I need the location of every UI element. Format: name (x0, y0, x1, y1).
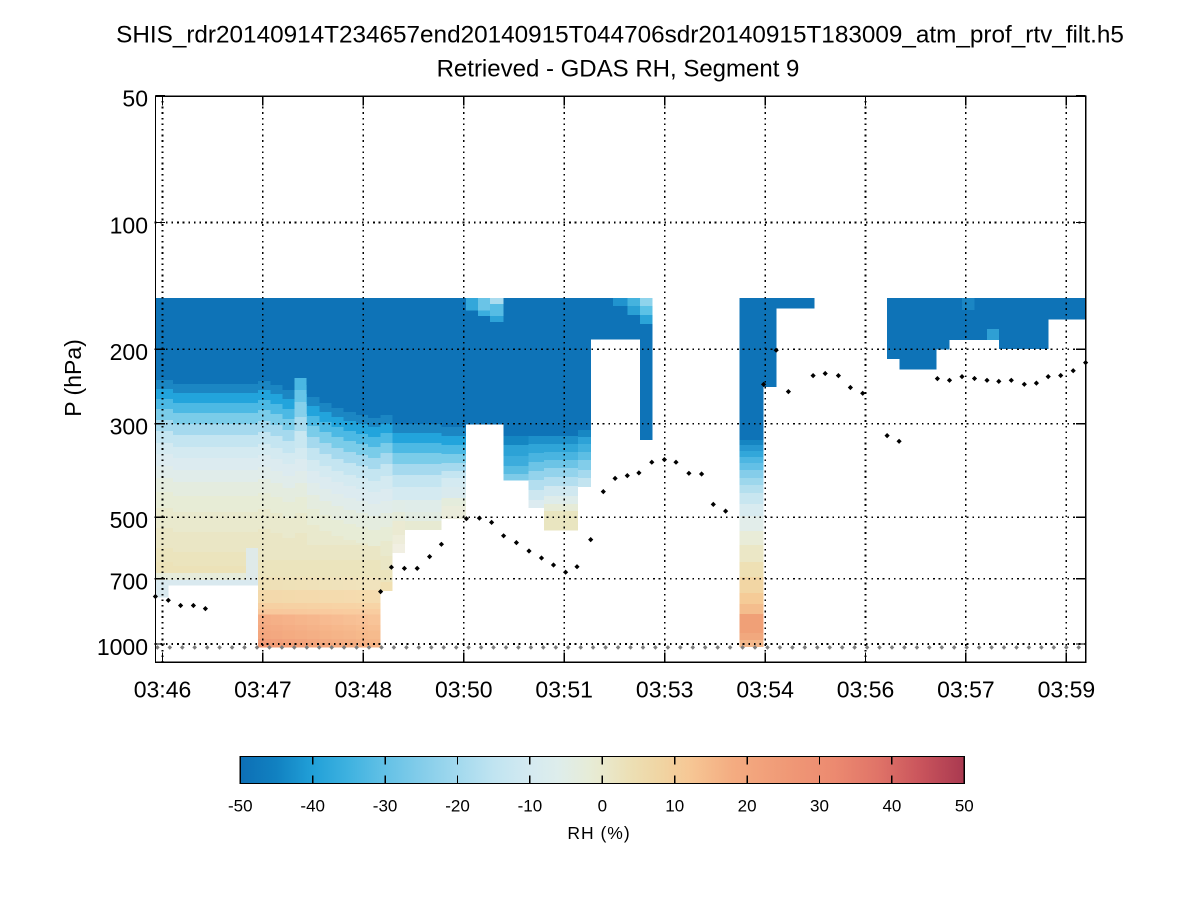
svg-text:SHIS_rdr20140914T234657end2014: SHIS_rdr20140914T234657end20140915T04470… (116, 22, 1124, 49)
svg-text:30: 30 (810, 797, 829, 816)
svg-text:20: 20 (738, 797, 757, 816)
svg-text:50: 50 (122, 85, 148, 111)
svg-text:700: 700 (110, 569, 148, 595)
svg-text:Retrieved - GDAS RH, Segment 9: Retrieved - GDAS RH, Segment 9 (437, 56, 800, 83)
svg-text:10: 10 (665, 797, 684, 816)
svg-text:03:48: 03:48 (335, 677, 393, 703)
svg-text:-40: -40 (300, 797, 325, 816)
svg-text:RH (%): RH (%) (567, 823, 630, 843)
svg-text:1000: 1000 (97, 634, 148, 660)
svg-text:0: 0 (598, 797, 607, 816)
svg-text:-30: -30 (373, 797, 398, 816)
svg-text:03:57: 03:57 (937, 677, 995, 703)
svg-text:200: 200 (110, 339, 148, 365)
svg-text:500: 500 (110, 507, 148, 533)
svg-text:100: 100 (110, 212, 148, 238)
svg-text:03:47: 03:47 (234, 677, 292, 703)
svg-text:50: 50 (955, 797, 974, 816)
svg-text:03:59: 03:59 (1038, 677, 1096, 703)
svg-text:P (hPa): P (hPa) (60, 339, 86, 417)
svg-text:-50: -50 (228, 797, 253, 816)
svg-text:03:51: 03:51 (535, 677, 593, 703)
svg-text:40: 40 (882, 797, 901, 816)
svg-text:03:50: 03:50 (435, 677, 493, 703)
svg-text:03:56: 03:56 (837, 677, 895, 703)
svg-text:03:46: 03:46 (134, 677, 192, 703)
svg-text:300: 300 (110, 413, 148, 439)
svg-text:-10: -10 (518, 797, 543, 816)
svg-text:-20: -20 (445, 797, 470, 816)
svg-text:03:54: 03:54 (736, 677, 794, 703)
svg-text:03:53: 03:53 (636, 677, 694, 703)
